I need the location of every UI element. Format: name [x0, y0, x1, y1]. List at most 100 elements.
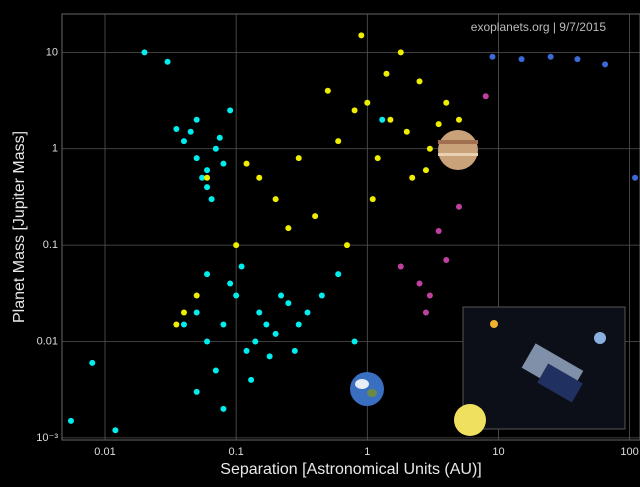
- point: [398, 49, 404, 55]
- x-axis-label: Separation [Astronomical Units (AU)]: [220, 461, 481, 478]
- earth-image: [350, 372, 384, 406]
- point: [417, 280, 423, 286]
- point: [204, 184, 210, 190]
- point: [213, 146, 219, 152]
- point: [443, 100, 449, 106]
- point: [296, 155, 302, 161]
- point: [404, 129, 410, 135]
- point: [267, 353, 273, 359]
- y-tick-label: 0.1: [43, 239, 58, 251]
- point: [427, 146, 433, 152]
- point: [220, 322, 226, 328]
- point: [256, 175, 262, 181]
- point: [165, 59, 171, 65]
- point: [548, 54, 554, 60]
- annotation: exoplanets.org | 9/7/2015: [471, 20, 607, 34]
- point: [352, 338, 358, 344]
- point: [244, 348, 250, 354]
- point: [204, 167, 210, 173]
- point: [194, 155, 200, 161]
- point: [263, 322, 269, 328]
- point: [194, 292, 200, 298]
- x-tick-label: 0.01: [94, 446, 115, 458]
- point: [141, 49, 147, 55]
- point: [188, 129, 194, 135]
- x-tick-label: 10: [492, 446, 504, 458]
- point: [436, 121, 442, 127]
- point: [443, 257, 449, 263]
- point: [244, 161, 250, 167]
- point: [312, 213, 318, 219]
- point: [423, 309, 429, 315]
- point: [574, 56, 580, 62]
- point: [194, 309, 200, 315]
- point: [112, 427, 118, 433]
- point: [325, 88, 331, 94]
- point: [233, 292, 239, 298]
- point: [227, 107, 233, 113]
- point: [89, 360, 95, 366]
- point: [398, 263, 404, 269]
- point: [292, 348, 298, 354]
- point: [296, 322, 302, 328]
- point: [483, 93, 489, 99]
- point: [227, 280, 233, 286]
- point: [370, 196, 376, 202]
- point: [427, 292, 433, 298]
- point: [409, 175, 415, 181]
- point: [256, 309, 262, 315]
- point: [489, 54, 495, 60]
- point: [375, 155, 381, 161]
- point: [248, 377, 254, 383]
- point: [319, 292, 325, 298]
- x-tick-label: 1: [364, 446, 370, 458]
- point: [209, 196, 215, 202]
- point: [181, 309, 187, 315]
- kepler-inset: [454, 307, 625, 436]
- point: [213, 367, 219, 373]
- point: [181, 138, 187, 144]
- point: [273, 331, 279, 337]
- y-tick-label: 10: [46, 46, 58, 58]
- point: [383, 71, 389, 77]
- point: [217, 135, 223, 141]
- point: [519, 56, 525, 62]
- point: [358, 32, 364, 38]
- point: [602, 61, 608, 67]
- point: [456, 117, 462, 123]
- point: [379, 117, 385, 123]
- point: [632, 175, 638, 181]
- point: [423, 167, 429, 173]
- point: [220, 406, 226, 412]
- point: [204, 175, 210, 181]
- point: [273, 196, 279, 202]
- point: [68, 418, 74, 424]
- point: [194, 117, 200, 123]
- jupiter-image: [438, 130, 478, 170]
- point: [194, 389, 200, 395]
- point: [364, 100, 370, 106]
- point: [305, 309, 311, 315]
- x-tick-label: 0.1: [229, 446, 244, 458]
- point: [173, 322, 179, 328]
- point: [335, 271, 341, 277]
- point: [335, 138, 341, 144]
- x-tick-label: 100: [620, 446, 638, 458]
- point: [352, 107, 358, 113]
- point: [239, 263, 245, 269]
- y-tick-label: 1: [52, 143, 58, 155]
- point: [456, 204, 462, 210]
- point: [387, 117, 393, 123]
- point: [344, 242, 350, 248]
- point: [181, 322, 187, 328]
- point: [285, 300, 291, 306]
- page: {"chart_data": {"type": "scatter", "anno…: [0, 0, 640, 487]
- point: [285, 225, 291, 231]
- point: [252, 338, 258, 344]
- y-tick-label: 10⁻³: [36, 432, 58, 444]
- point: [204, 271, 210, 277]
- y-tick-label: 0.01: [37, 335, 58, 347]
- y-axis-label: Planet Mass [Jupiter Mass]: [11, 131, 28, 323]
- point: [233, 242, 239, 248]
- point: [173, 126, 179, 132]
